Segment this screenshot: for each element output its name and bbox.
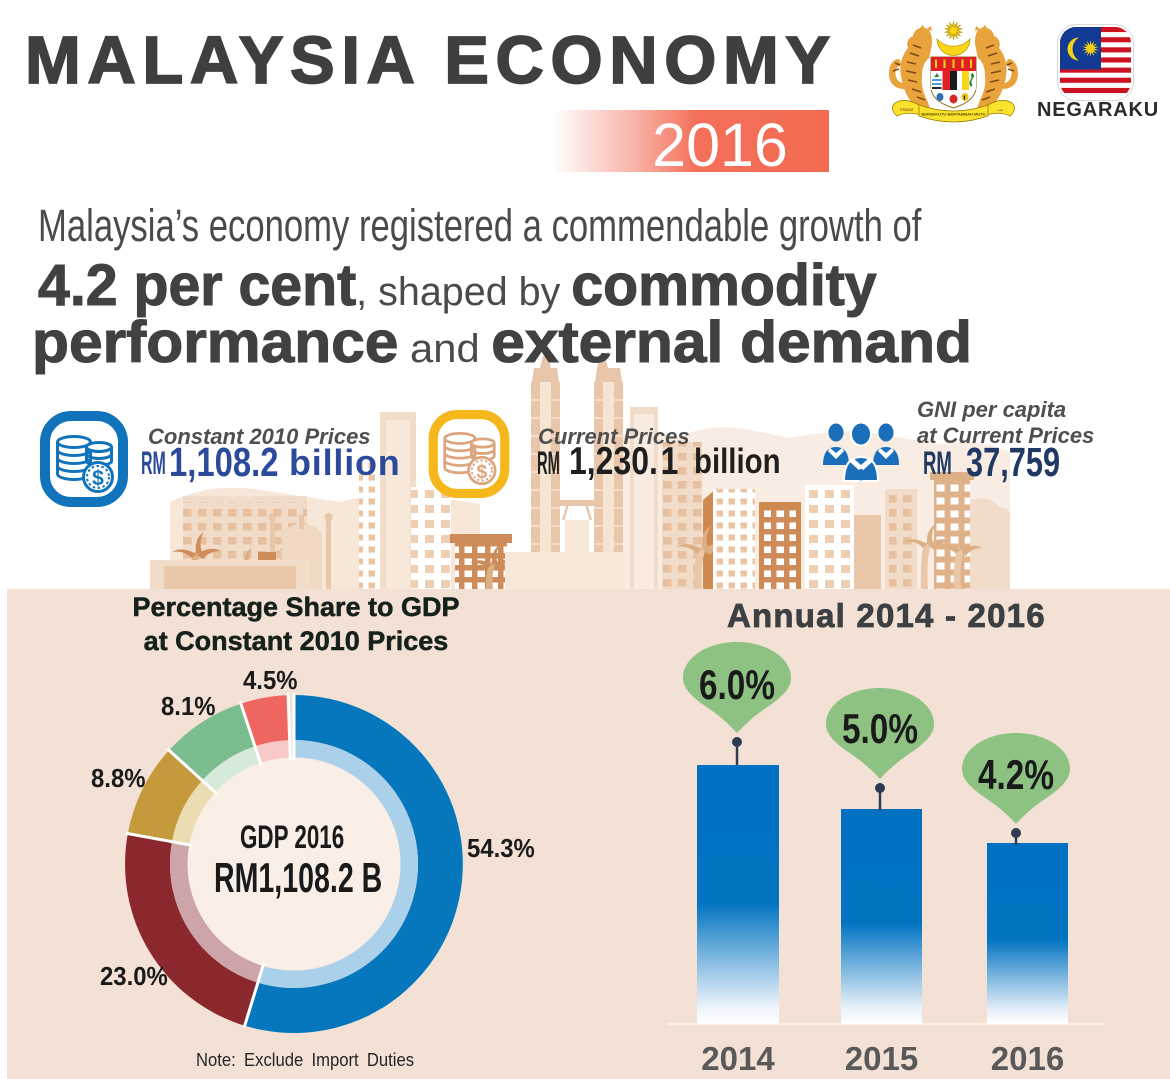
svg-text:6.0%: 6.0% — [699, 661, 775, 708]
svg-text:$: $ — [476, 462, 487, 483]
svg-text:4.2%: 4.2% — [978, 751, 1054, 798]
svg-text:$: $ — [92, 467, 104, 490]
svg-text:EPADAT: EPADAT — [900, 108, 914, 112]
svg-text:5.0%: 5.0% — [842, 705, 918, 752]
svg-text:ثثث: ثثث — [997, 108, 1002, 112]
svg-text:BERSEKUTU BERTAMBAH MUTU: BERSEKUTU BERTAMBAH MUTU — [921, 112, 985, 117]
